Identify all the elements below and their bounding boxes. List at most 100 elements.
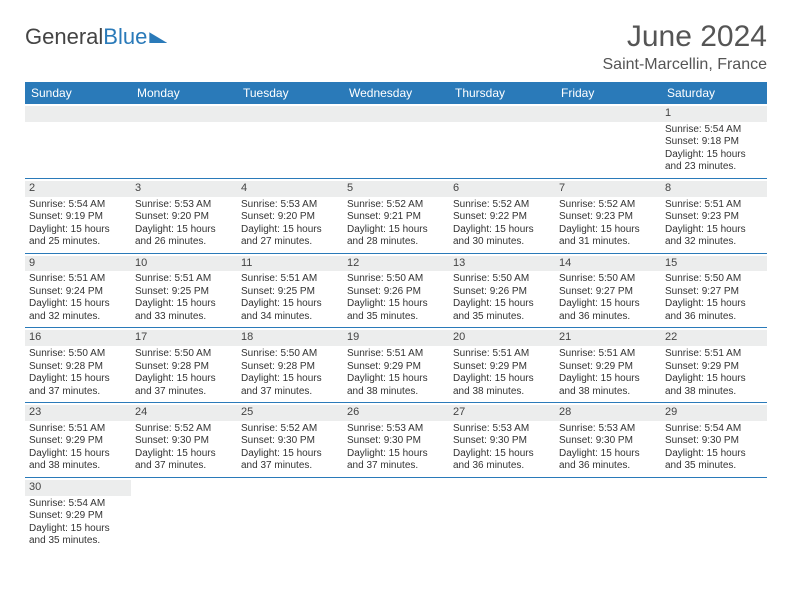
- calendar-cell: 16Sunrise: 5:50 AMSunset: 9:28 PMDayligh…: [25, 328, 131, 403]
- day-number: 21: [555, 330, 661, 346]
- calendar-cell: [449, 477, 555, 551]
- cell-body: Sunrise: 5:51 AMSunset: 9:29 PMDaylight:…: [29, 423, 127, 473]
- sunrise-text: Sunrise: 5:52 AM: [453, 199, 551, 212]
- cell-body: Sunrise: 5:50 AMSunset: 9:28 PMDaylight:…: [241, 348, 339, 398]
- day-number: 4: [237, 181, 343, 197]
- calendar-cell: 30Sunrise: 5:54 AMSunset: 9:29 PMDayligh…: [25, 477, 131, 551]
- sunrise-text: Sunrise: 5:50 AM: [241, 348, 339, 361]
- day-number: 17: [131, 330, 237, 346]
- sunrise-text: Sunrise: 5:53 AM: [241, 199, 339, 212]
- calendar-cell: 22 Sunrise: 5:51 AMSunset: 9:29 PMDayligh…: [661, 328, 767, 403]
- weekday-header: Saturday: [661, 82, 767, 104]
- sunset-text: Sunset: 9:28 PM: [29, 361, 127, 374]
- sunset-text: Sunset: 9:28 PM: [241, 361, 339, 374]
- day-number: 30: [25, 480, 131, 496]
- day-number: 14: [555, 256, 661, 272]
- header: GeneralBlue June 2024 Saint-Marcellin, F…: [25, 20, 767, 74]
- daylight-text: Daylight: 15 hours and 38 minutes.: [665, 373, 763, 398]
- calendar-cell: 4Sunrise: 5:53 AMSunset: 9:20 PMDaylight…: [237, 178, 343, 253]
- day-number: 23: [25, 405, 131, 421]
- logo-text-1: General: [25, 24, 103, 50]
- sunrise-text: Sunrise: 5:52 AM: [135, 423, 233, 436]
- sunrise-text: Sunrise: 5:52 AM: [241, 423, 339, 436]
- calendar-cell: [449, 104, 555, 178]
- daylight-text: Daylight: 15 hours and 37 minutes.: [29, 373, 127, 398]
- sunrise-text: Sunrise: 5:50 AM: [29, 348, 127, 361]
- cell-body: Sunrise: 5:51 AMSunset: 9:29 PMDaylight:…: [559, 348, 657, 398]
- daylight-text: Daylight: 15 hours and 37 minutes.: [347, 448, 445, 473]
- daylight-text: Daylight: 15 hours and 34 minutes.: [241, 298, 339, 323]
- day-number: 5: [343, 181, 449, 197]
- calendar-cell: 28Sunrise: 5:53 AMSunset: 9:30 PMDayligh…: [555, 403, 661, 478]
- cell-body: Sunrise: 5:53 AMSunset: 9:30 PMDaylight:…: [347, 423, 445, 473]
- sunset-text: Sunset: 9:25 PM: [241, 286, 339, 299]
- sunset-text: Sunset: 9:25 PM: [135, 286, 233, 299]
- day-number: 22: [661, 330, 767, 346]
- cell-body: Sunrise: 5:50 AMSunset: 9:26 PMDaylight:…: [453, 273, 551, 323]
- sunset-text: Sunset: 9:30 PM: [559, 435, 657, 448]
- calendar-cell: 29Sunrise: 5:54 AMSunset: 9:30 PMDayligh…: [661, 403, 767, 478]
- day-number-empty: [131, 106, 237, 122]
- calendar-cell: [131, 477, 237, 551]
- day-number: 27: [449, 405, 555, 421]
- sunset-text: Sunset: 9:20 PM: [241, 211, 339, 224]
- day-number: 29: [661, 405, 767, 421]
- calendar-cell: 8 Sunrise: 5:51 AMSunset: 9:23 PMDaylight…: [661, 178, 767, 253]
- weekday-header: Wednesday: [343, 82, 449, 104]
- month-title: June 2024: [603, 20, 768, 54]
- calendar-cell: 18Sunrise: 5:50 AMSunset: 9:28 PMDayligh…: [237, 328, 343, 403]
- flag-icon: [149, 25, 167, 43]
- sunrise-text: Sunrise: 5:54 AM: [665, 423, 763, 436]
- cell-body: Sunrise: 5:53 AMSunset: 9:20 PMDaylight:…: [135, 199, 233, 249]
- sunrise-text: Sunrise: 5:50 AM: [665, 273, 763, 286]
- calendar-cell: 24Sunrise: 5:52 AMSunset: 9:30 PMDayligh…: [131, 403, 237, 478]
- day-number: 7: [555, 181, 661, 197]
- sunrise-text: Sunrise: 5:51 AM: [665, 348, 763, 361]
- sunset-text: Sunset: 9:29 PM: [453, 361, 551, 374]
- cell-body: Sunrise: 5:52 AMSunset: 9:30 PMDaylight:…: [241, 423, 339, 473]
- day-number: 28: [555, 405, 661, 421]
- calendar-cell: 12Sunrise: 5:50 AMSunset: 9:26 PMDayligh…: [343, 253, 449, 328]
- cell-body: Sunrise: 5:51 AMSunset: 9:25 PMDaylight:…: [135, 273, 233, 323]
- day-number: 8: [661, 181, 767, 197]
- sunset-text: Sunset: 9:26 PM: [347, 286, 445, 299]
- calendar-cell: [25, 104, 131, 178]
- daylight-text: Daylight: 15 hours and 37 minutes.: [135, 373, 233, 398]
- sunrise-text: Sunrise: 5:51 AM: [29, 423, 127, 436]
- day-number: 6: [449, 181, 555, 197]
- sunrise-text: Sunrise: 5:54 AM: [29, 498, 127, 511]
- logo: GeneralBlue: [25, 20, 167, 50]
- daylight-text: Daylight: 15 hours and 30 minutes.: [453, 224, 551, 249]
- sunrise-text: Sunrise: 5:51 AM: [665, 199, 763, 212]
- cell-body: Sunrise: 5:51 AMSunset: 9:23 PMDaylight:…: [665, 199, 763, 249]
- calendar-row: 2Sunrise: 5:54 AMSunset: 9:19 PMDaylight…: [25, 178, 767, 253]
- cell-body: Sunrise: 5:50 AMSunset: 9:27 PMDaylight:…: [665, 273, 763, 323]
- cell-body: Sunrise: 5:50 AMSunset: 9:26 PMDaylight:…: [347, 273, 445, 323]
- daylight-text: Daylight: 15 hours and 32 minutes.: [29, 298, 127, 323]
- daylight-text: Daylight: 15 hours and 35 minutes.: [347, 298, 445, 323]
- sunset-text: Sunset: 9:30 PM: [135, 435, 233, 448]
- daylight-text: Daylight: 15 hours and 23 minutes.: [665, 149, 763, 174]
- calendar-row: 9Sunrise: 5:51 AMSunset: 9:24 PMDaylight…: [25, 253, 767, 328]
- sunrise-text: Sunrise: 5:53 AM: [453, 423, 551, 436]
- day-number-empty: [661, 480, 767, 496]
- weekday-header: Tuesday: [237, 82, 343, 104]
- daylight-text: Daylight: 15 hours and 28 minutes.: [347, 224, 445, 249]
- sunset-text: Sunset: 9:29 PM: [665, 361, 763, 374]
- calendar-row: 30Sunrise: 5:54 AMSunset: 9:29 PMDayligh…: [25, 477, 767, 551]
- sunset-text: Sunset: 9:29 PM: [347, 361, 445, 374]
- calendar-cell: [343, 104, 449, 178]
- weekday-header: Thursday: [449, 82, 555, 104]
- calendar-cell: 20Sunrise: 5:51 AMSunset: 9:29 PMDayligh…: [449, 328, 555, 403]
- calendar-cell: [661, 477, 767, 551]
- calendar-body: 1Sunrise: 5:54 AMSunset: 9:18 PMDaylight…: [25, 104, 767, 552]
- sunset-text: Sunset: 9:29 PM: [29, 510, 127, 523]
- sunset-text: Sunset: 9:27 PM: [559, 286, 657, 299]
- calendar-cell: [237, 477, 343, 551]
- sunset-text: Sunset: 9:23 PM: [559, 211, 657, 224]
- day-number: 9: [25, 256, 131, 272]
- day-number-empty: [449, 480, 555, 496]
- calendar-header-row: SundayMondayTuesdayWednesdayThursdayFrid…: [25, 82, 767, 104]
- location: Saint-Marcellin, France: [603, 56, 768, 74]
- sunset-text: Sunset: 9:30 PM: [453, 435, 551, 448]
